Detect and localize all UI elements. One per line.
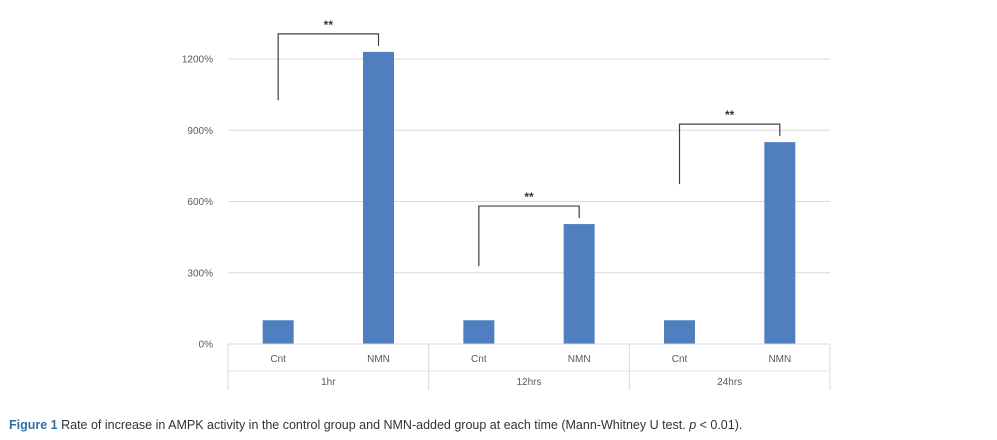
- y-tick-label: 900%: [187, 126, 213, 137]
- x-axis: Cnt NMN Cnt NMN Cnt NMN 1hr 12hrs 24hrs: [227, 343, 831, 390]
- x-category-label: NMN: [367, 354, 390, 365]
- x-category-label: Cnt: [270, 354, 286, 365]
- x-group-label: 24hrs: [717, 377, 742, 388]
- x-category-label: Cnt: [672, 354, 688, 365]
- figure-caption: Figure 1 Rate of increase in AMPK activi…: [9, 418, 742, 432]
- bars: [262, 51, 796, 344]
- significance-bracket: [277, 33, 380, 101]
- y-tick-label: 600%: [187, 197, 213, 208]
- y-tick-label: 300%: [187, 268, 213, 279]
- x-group-label: 12hrs: [516, 377, 541, 388]
- significance-brackets: ** ** **: [277, 18, 781, 267]
- bar: [764, 142, 796, 344]
- significance-label: **: [524, 190, 534, 204]
- bar: [563, 224, 595, 344]
- caption-text: Rate of increase in AMPK activity in the…: [57, 418, 690, 432]
- bar: [363, 51, 394, 344]
- bar: [463, 320, 495, 344]
- x-category-label: Cnt: [471, 354, 487, 365]
- x-group-label: 1hr: [321, 377, 336, 388]
- bar-chart: 0%300%600%900%1200% ****** Cnt NMN Cnt NMN C…: [182, 18, 831, 390]
- bar: [262, 320, 294, 344]
- x-category-label: NMN: [568, 354, 591, 365]
- y-tick-label: 1200%: [182, 55, 213, 66]
- p-value-text: < 0.01).: [696, 418, 743, 432]
- significance-label: **: [324, 18, 334, 32]
- x-category-label: NMN: [768, 354, 791, 365]
- y-tick-label: 0%: [199, 340, 214, 351]
- p-symbol: p: [689, 418, 697, 432]
- bar: [664, 320, 695, 344]
- significance-bracket: [678, 123, 781, 185]
- figure-label: Figure 1: [9, 418, 58, 432]
- significance-label: **: [725, 108, 735, 122]
- significance-bracket: [478, 205, 580, 267]
- y-axis-ticks: 0% 300% 600% 900% 1200%: [182, 55, 213, 351]
